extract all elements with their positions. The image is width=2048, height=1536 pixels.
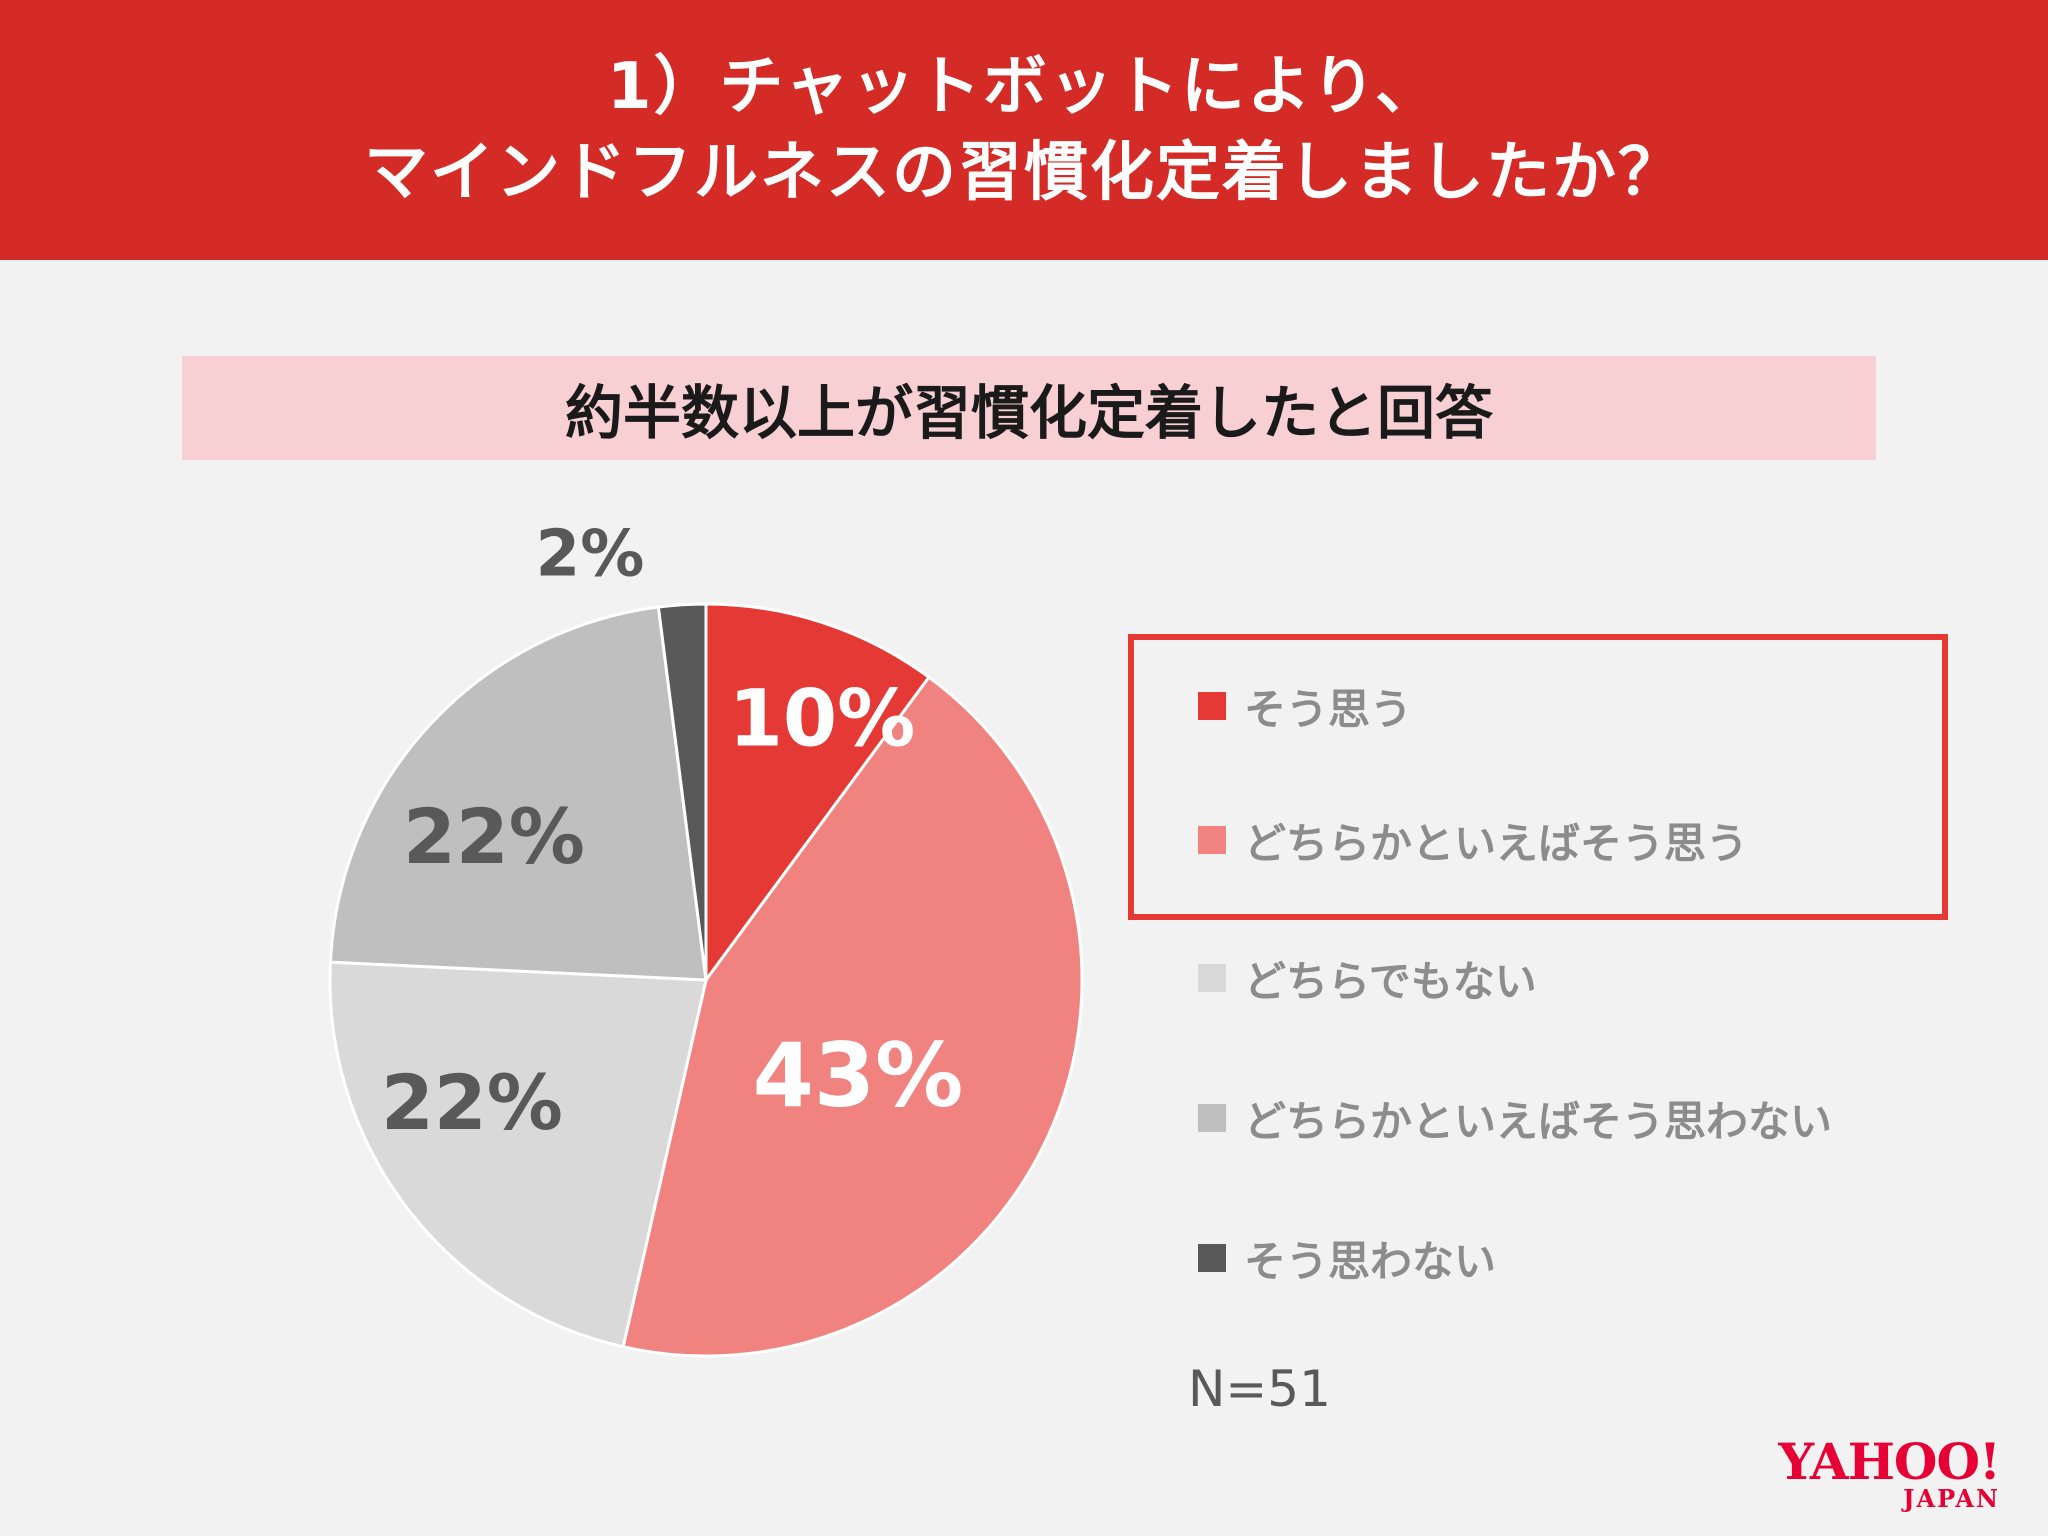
logo-sub-text: JAPAN <box>1903 1484 2000 1513</box>
legend-swatch-soumou <box>1198 692 1226 720</box>
legend-label-dochiratemonai: どちらでもない <box>1244 956 1537 1006</box>
pie-slice-1 <box>621 675 1084 1358</box>
legend-item-dochiratemonai: どちらでもない <box>1198 948 1537 1008</box>
pie-slice-4 <box>656 602 708 981</box>
pie-data-label-2: 22% <box>403 792 585 881</box>
legend-item-dochiraka-soumowanai: どちらかといえばそう思わない <box>1198 1088 1832 1148</box>
title-line-1: 1）チャットボットにより、 <box>606 50 1442 124</box>
title-line-2: マインドフルネスの習慣化定着しましたか？ <box>364 136 1684 210</box>
legend-item-dochiraka-soumou: どちらかといえばそう思う <box>1198 810 1748 870</box>
pie-slice-2 <box>328 960 708 1349</box>
pie-slice-3 <box>328 605 708 982</box>
pie-data-label-1: 43% <box>753 1024 964 1127</box>
legend-label-soumou: そう思う <box>1244 684 1413 734</box>
legend-swatch-dochiraka-soumou <box>1198 826 1226 854</box>
legend-swatch-dochiraka-soumowanai <box>1198 1104 1226 1132</box>
legend-swatch-soumowanai <box>1198 1244 1226 1272</box>
subtitle-text: 約半数以上が習慣化定着したと回答 <box>564 379 1493 447</box>
pie-slice-0 <box>704 602 932 985</box>
legend-label-dochiraka-soumowanai: どちらかといえばそう思わない <box>1244 1096 1833 1146</box>
legend-item-soumou: そう思う <box>1198 676 1412 736</box>
pie-data-label-4: 2% <box>536 518 645 592</box>
legend-highlight-box <box>1128 634 1948 920</box>
logo-brand-text: YAHOO! <box>1778 1432 2001 1491</box>
pie-data-label-0: 10% <box>729 674 916 764</box>
title-banner: 1）チャットボットにより、 マインドフルネスの習慣化定着しましたか？ <box>0 0 2048 260</box>
yahoo-japan-logo: YAHOO! JAPAN <box>1760 1432 2001 1513</box>
pie-data-label-3: 22% <box>381 1058 563 1147</box>
sample-size-note: N=51 <box>1188 1360 1331 1418</box>
legend-label-dochiraka-soumou: どちらかといえばそう思う <box>1244 818 1749 868</box>
legend-swatch-dochiratemonai <box>1198 964 1226 992</box>
legend-item-soumowanai: そう思わない <box>1198 1228 1496 1288</box>
subtitle-bar: 約半数以上が習慣化定着したと回答 <box>182 356 1876 460</box>
legend-label-soumowanai: そう思わない <box>1244 1236 1497 1286</box>
